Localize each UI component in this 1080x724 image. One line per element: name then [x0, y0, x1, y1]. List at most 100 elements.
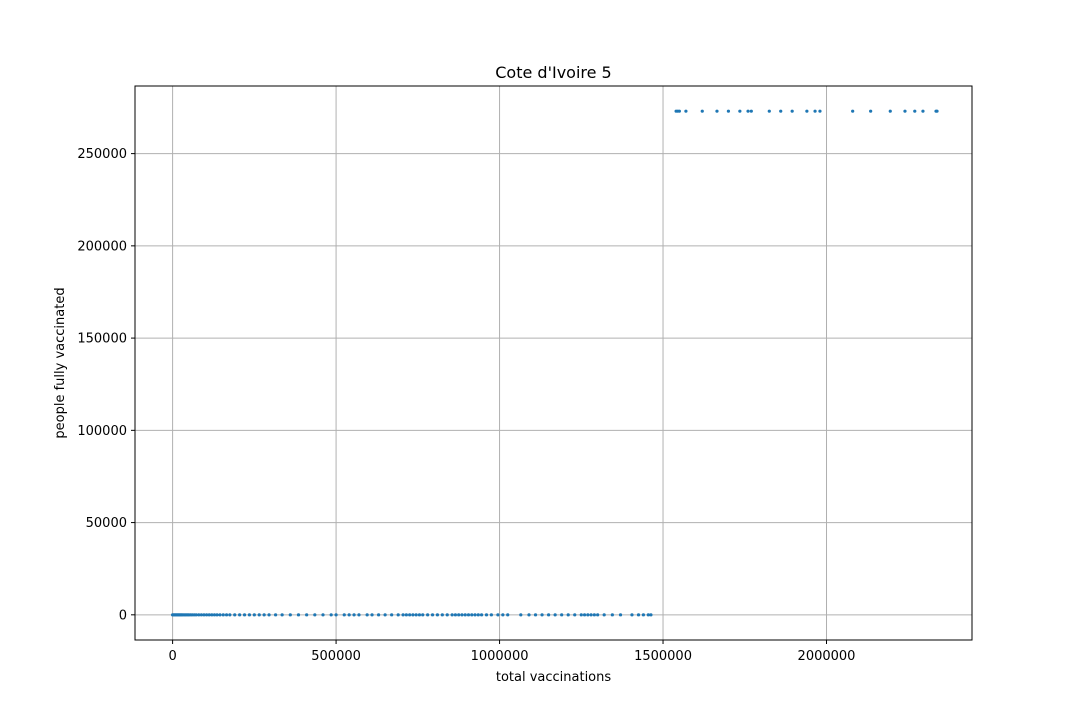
data-point — [321, 613, 325, 617]
x-tick-label: 0 — [168, 649, 176, 664]
data-point — [313, 613, 317, 617]
data-point — [224, 613, 229, 617]
data-point — [566, 613, 570, 617]
grid — [135, 86, 972, 640]
data-point — [383, 613, 387, 617]
data-point — [636, 613, 641, 617]
data-point — [233, 613, 237, 617]
data-point — [408, 613, 412, 617]
data-point — [602, 613, 606, 617]
data-point — [466, 613, 471, 617]
data-point — [199, 613, 203, 617]
data-point — [352, 613, 356, 617]
data-point — [202, 613, 206, 617]
data-point — [610, 613, 614, 617]
data-point — [440, 613, 444, 617]
data-point — [417, 613, 422, 617]
data-point — [247, 613, 252, 617]
data-point — [746, 109, 750, 113]
data-point — [805, 109, 809, 113]
y-tick-label: 0 — [119, 608, 127, 623]
data-point — [700, 109, 704, 113]
data-point — [262, 613, 266, 617]
data-point — [506, 613, 510, 617]
data-point — [460, 613, 464, 617]
data-point — [305, 613, 309, 617]
data-point — [684, 109, 688, 113]
data-point — [329, 613, 333, 617]
data-point — [421, 613, 425, 617]
x-tick-label: 2000000 — [798, 649, 856, 664]
data-point — [435, 613, 440, 617]
y-tick-label: 150000 — [77, 332, 127, 347]
data-point — [218, 613, 222, 617]
data-point — [457, 613, 461, 617]
data-point — [342, 613, 346, 617]
data-point — [813, 109, 817, 113]
y-tick-label: 50000 — [86, 516, 127, 531]
data-point — [851, 109, 855, 113]
data-point — [470, 613, 474, 617]
data-point — [573, 613, 577, 617]
data-point — [401, 613, 405, 617]
data-point — [888, 109, 892, 113]
data-point — [913, 109, 917, 113]
y-tick-label: 200000 — [77, 239, 127, 254]
data-point — [618, 613, 623, 617]
data-point — [426, 613, 430, 617]
data-point — [579, 613, 583, 617]
data-point — [242, 613, 247, 617]
data-point — [396, 613, 400, 617]
data-point — [473, 613, 477, 617]
data-point — [376, 613, 381, 617]
data-point — [553, 613, 557, 617]
plot-frame — [134, 85, 973, 641]
data-point — [453, 613, 458, 617]
data-point — [228, 613, 232, 617]
data-point — [411, 613, 415, 617]
data-point — [533, 613, 538, 617]
data-point — [476, 613, 480, 617]
data-point — [479, 613, 484, 617]
data-point — [210, 613, 214, 617]
y-tick-label: 100000 — [77, 424, 127, 439]
data-point — [540, 613, 544, 617]
data-point — [445, 613, 449, 617]
data-point — [238, 613, 242, 617]
data-point — [347, 613, 351, 617]
data-point — [496, 613, 500, 617]
data-point — [414, 613, 418, 617]
data-point — [715, 109, 719, 113]
data-point — [649, 613, 653, 617]
y-tick-label: 250000 — [77, 147, 127, 162]
data-point — [252, 613, 256, 617]
data-point — [296, 613, 301, 617]
data-point — [430, 613, 435, 617]
data-point — [463, 613, 467, 617]
data-point — [215, 613, 219, 617]
x-tick-label: 1500000 — [634, 649, 692, 664]
data-point — [630, 613, 634, 617]
data-point — [738, 109, 742, 113]
data-point — [370, 613, 374, 617]
data-point — [365, 613, 369, 617]
x-tick-label: 1000000 — [471, 649, 529, 664]
data-point — [197, 613, 201, 617]
data-point — [749, 109, 753, 113]
data-point — [221, 613, 225, 617]
data-point — [450, 613, 454, 617]
data-point — [596, 613, 600, 617]
data-point — [519, 613, 523, 617]
x-axis-label: total vaccinations — [496, 670, 612, 685]
data-point — [586, 613, 590, 617]
data-point — [818, 109, 822, 113]
data-point — [484, 613, 489, 617]
data-point — [273, 613, 278, 617]
data-point — [560, 613, 564, 617]
data-point — [390, 613, 394, 617]
data-point — [527, 613, 531, 617]
data-point — [267, 613, 271, 617]
y-axis-label: people fully vaccinated — [53, 287, 68, 438]
chart-title: Cote d'Ivoire 5 — [495, 63, 611, 82]
